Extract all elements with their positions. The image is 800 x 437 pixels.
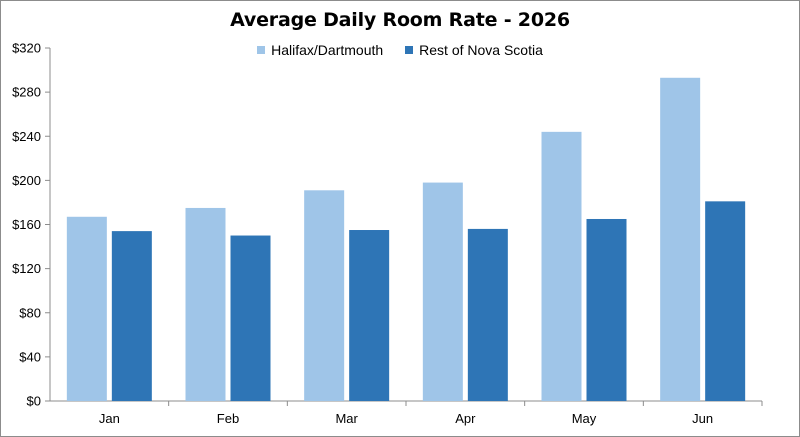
bar-rest-of-ns [467,228,508,401]
legend-swatch-rest-of-ns [405,46,414,54]
bar-halifax [422,182,463,401]
bar-halifax [185,207,226,401]
bar-rest-of-ns [111,231,152,401]
legend: Halifax/Dartmouth Rest of Nova Scotia [1,42,799,58]
legend-label-rest-of-ns: Rest of Nova Scotia [419,42,543,58]
bar-halifax [66,216,107,401]
y-tick-label: $160 [12,217,41,232]
bar-rest-of-ns [705,201,746,401]
bar-halifax [660,77,701,402]
x-tick-label: Jan [99,411,120,426]
y-tick-label: $200 [12,173,41,188]
legend-label-halifax: Halifax/Dartmouth [271,42,384,58]
x-tick-label: Mar [335,411,358,426]
y-tick-label: $320 [12,41,41,56]
legend-item-rest-of-ns: Rest of Nova Scotia [405,42,543,58]
y-tick-label: $120 [12,261,41,276]
y-tick-label: $80 [19,305,41,320]
chart-title: Average Daily Room Rate - 2026 [230,9,570,31]
y-tick-label: $280 [12,85,41,100]
x-tick-label: Feb [217,411,239,426]
bar-rest-of-ns [586,218,627,401]
bar-rest-of-ns [349,230,390,401]
bar-rest-of-ns [230,235,271,401]
legend-swatch-halifax [257,46,266,54]
y-tick-label: $0 [27,394,41,409]
legend-item-halifax: Halifax/Dartmouth [257,42,383,58]
x-tick-label: Apr [455,411,476,426]
y-tick-label: $240 [12,129,41,144]
x-tick-label: May [572,411,597,426]
x-tick-label: Jun [692,411,713,426]
y-tick-label: $40 [19,349,41,364]
bar-halifax [541,131,582,401]
bar-halifax [304,190,345,401]
